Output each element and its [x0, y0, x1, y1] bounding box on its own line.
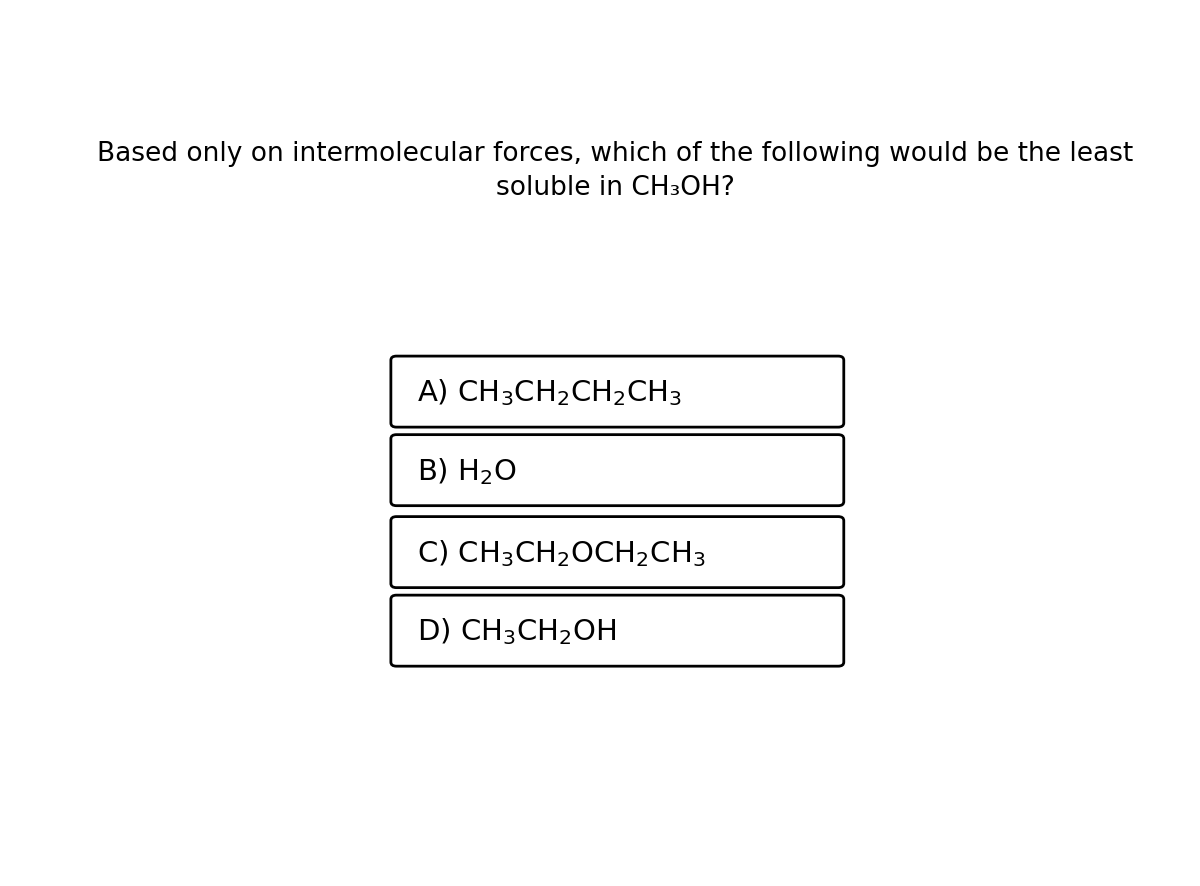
- Text: Based only on intermolecular forces, which of the following would be the least: Based only on intermolecular forces, whi…: [97, 141, 1133, 167]
- Text: C) CH$_{3}$CH$_{2}$OCH$_{2}$CH$_{3}$: C) CH$_{3}$CH$_{2}$OCH$_{2}$CH$_{3}$: [416, 537, 706, 568]
- Text: A) CH$_{3}$CH$_{2}$CH$_{2}$CH$_{3}$: A) CH$_{3}$CH$_{2}$CH$_{2}$CH$_{3}$: [416, 377, 682, 408]
- FancyBboxPatch shape: [391, 517, 844, 588]
- FancyBboxPatch shape: [391, 435, 844, 506]
- Text: soluble in CH₃OH?: soluble in CH₃OH?: [496, 175, 734, 201]
- FancyBboxPatch shape: [391, 595, 844, 666]
- Text: D) CH$_{3}$CH$_{2}$OH: D) CH$_{3}$CH$_{2}$OH: [416, 616, 617, 646]
- Text: B) H$_{2}$O: B) H$_{2}$O: [416, 455, 517, 486]
- FancyBboxPatch shape: [391, 357, 844, 428]
